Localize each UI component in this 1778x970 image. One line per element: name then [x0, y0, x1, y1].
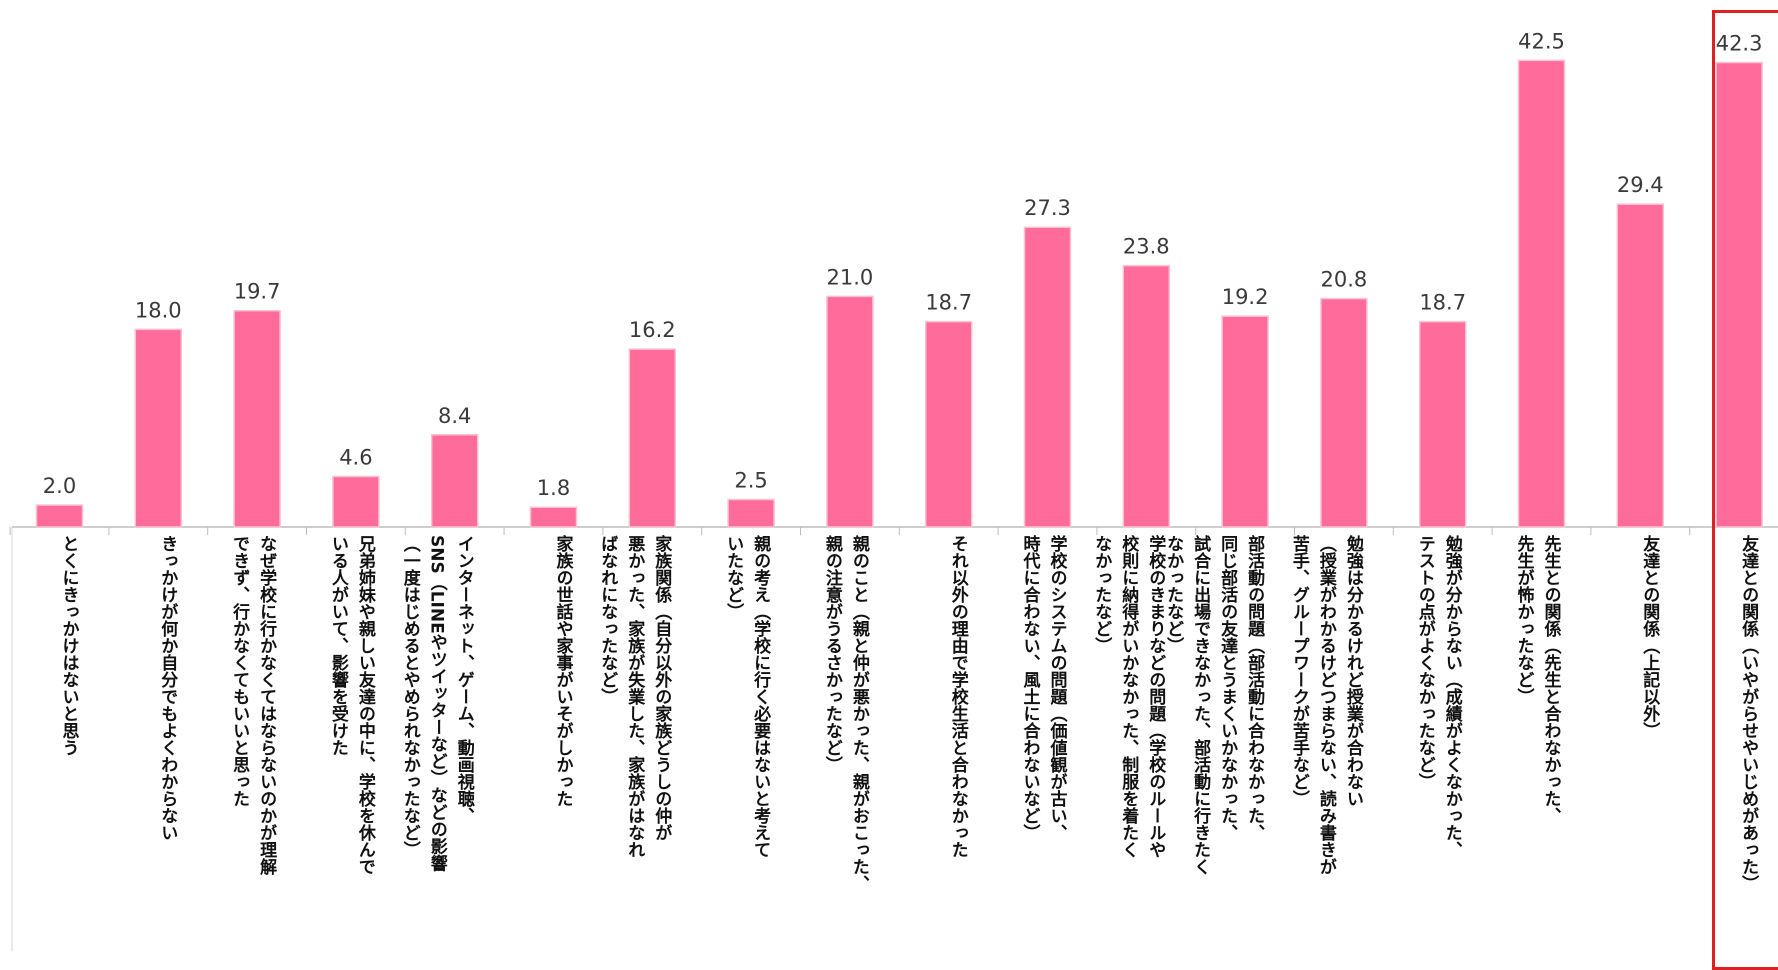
bar-16: [1517, 59, 1566, 528]
category-label-18: 友達との関係（いやがらせやいじめがあった）: [1738, 535, 1759, 892]
bar-2: [134, 328, 183, 528]
category-label-12: 学校のきまりなどの問題（学校のルールや 校則に納得がいかなかった、制服を着たく …: [1091, 535, 1166, 858]
bar-9: [826, 295, 874, 528]
value-label-15: 18.7: [1419, 291, 1466, 315]
value-label-11: 27.3: [1024, 196, 1071, 220]
category-label-17: 友達との関係（上記以外）: [1639, 535, 1660, 739]
value-label-9: 21.0: [827, 265, 874, 289]
bar-17: [1616, 203, 1665, 528]
category-label-15: 勉強が分からない（成績がよくなかった、 テストの点がよくなかったなど）: [1414, 535, 1462, 858]
category-label-14: 勉強は分かるけれど授業が合わない （授業がわかるけどつまらない、読み書きが 苦手…: [1288, 535, 1363, 875]
value-label-4: 4.6: [339, 445, 372, 469]
bar-6: [529, 506, 578, 528]
category-label-2: きっかけが何か自分でもよくわからない: [157, 535, 178, 841]
bar-13: [1221, 315, 1269, 528]
bar-12: [1122, 264, 1171, 528]
category-label-7: 家族関係（自分以外の家族どうしの仲が 悪かった、家族が失業した、家族がはなれ ば…: [597, 535, 672, 858]
category-label-3: なぜ学校に行かなくてはならないのかが理解 できず、行かなくてもいいと思った: [229, 535, 277, 875]
category-label-13: 部活動の問題（部活動に合わなかった、 同じ部活の友達とうまくいかなかった、 試合…: [1163, 535, 1265, 875]
bar-8: [727, 498, 775, 528]
category-label-9: 親のこと（親と仲が悪かった、親がおこった、 親の注意がうるさかったなど）: [821, 535, 869, 892]
category-label-5: インターネット、ゲーム、動画視聴、 SNS（LINEやツイッターなど）などの影響…: [399, 535, 474, 872]
category-label-4: 兄弟姉妹や親しい友達の中に、学校を休んで いる人がいて、影響を受けた: [327, 535, 375, 875]
bar-14: [1320, 297, 1368, 528]
category-label-16: 先生との関係（先生と合わなかった、 先生が怖かったなど）: [1513, 535, 1561, 824]
bar-5: [430, 434, 479, 528]
value-label-3: 19.7: [234, 280, 281, 304]
bar-10: [924, 320, 973, 528]
value-label-2: 18.0: [135, 298, 182, 322]
bar-15: [1418, 320, 1467, 528]
bar-4: [332, 475, 380, 528]
value-label-16: 42.5: [1518, 29, 1565, 53]
highlight-frame: [1712, 10, 1778, 970]
bar-1: [35, 504, 84, 528]
value-label-10: 18.7: [925, 291, 972, 315]
category-label-11: 学校のシステムの問題（価値観が古い、 時代に合わない、風土に合わないなど）: [1019, 535, 1067, 841]
category-label-8: 親の考え（学校に行く必要はないと考えて いたなど）: [723, 535, 771, 858]
category-label-10: それ以外の理由で学校生活と合わなかった: [947, 535, 968, 858]
value-label-5: 8.4: [438, 404, 471, 428]
value-label-13: 19.2: [1222, 285, 1269, 309]
value-label-14: 20.8: [1321, 268, 1368, 292]
value-label-12: 23.8: [1123, 235, 1170, 259]
bar-7: [628, 348, 677, 528]
category-label-6: 家族の世話や家事がいそがしかった: [552, 535, 573, 807]
value-label-6: 1.8: [537, 476, 570, 500]
value-label-17: 29.4: [1617, 173, 1664, 197]
category-label-1: とくにきっかけはないと思う: [58, 535, 79, 756]
value-label-7: 16.2: [629, 318, 676, 342]
value-label-18: 42.3: [1716, 32, 1763, 56]
value-label-8: 2.5: [734, 469, 767, 493]
bar-3: [233, 309, 281, 528]
bar-11: [1023, 226, 1072, 528]
value-label-1: 2.0: [43, 474, 76, 498]
bar-18: [1715, 61, 1763, 528]
